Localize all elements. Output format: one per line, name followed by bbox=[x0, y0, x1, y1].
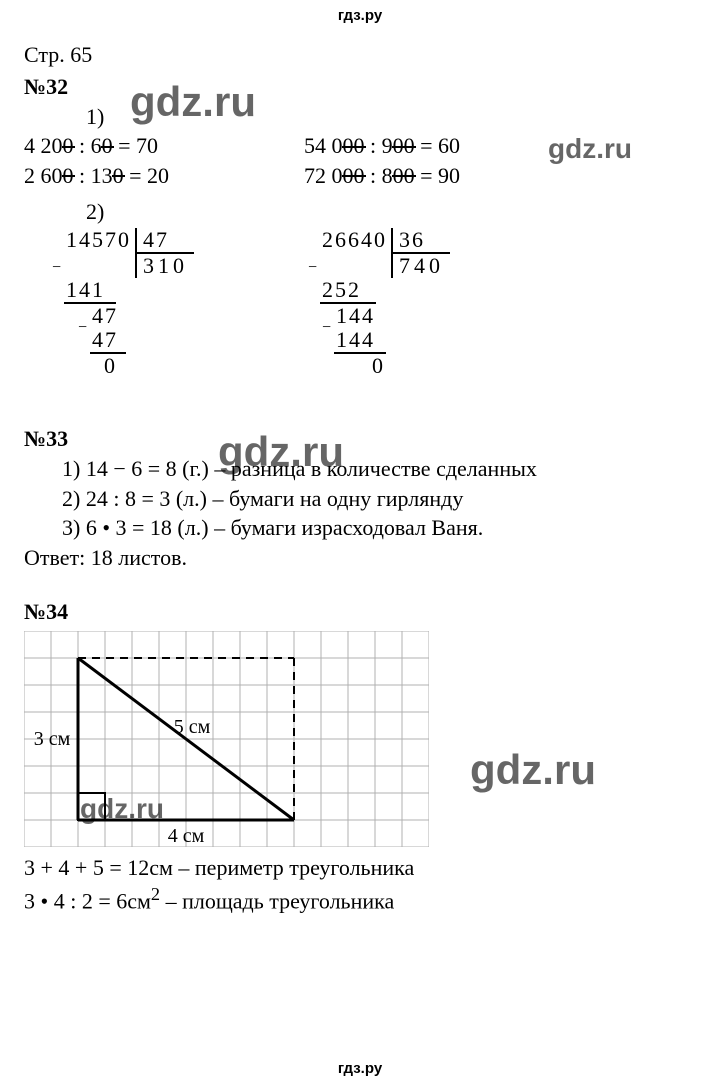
eq-op: : 6 bbox=[74, 133, 102, 158]
minus-icon: − bbox=[308, 256, 317, 280]
ex34-line: 3 + 4 + 5 = 12см – периметр треугольника bbox=[24, 853, 696, 883]
eq-a: 72 0 bbox=[304, 163, 343, 188]
ld-work: 252 bbox=[322, 278, 361, 302]
ex34-text: – площадь треугольника bbox=[160, 889, 394, 914]
grid-svg: 3 см 4 см 5 см bbox=[24, 631, 429, 847]
exercise-32-part2: 14570 47 310 − 141 47 − 47 0 bbox=[24, 228, 696, 398]
exercise-32: №32 1) 4 200 : 60 = 70 2 600 : 130 = 20 … bbox=[24, 72, 696, 398]
ld-work: 144 bbox=[336, 328, 375, 352]
site-header: гдз.ру bbox=[0, 0, 720, 26]
exercise-34-head: №34 bbox=[24, 597, 696, 627]
ex34-line: 3 • 4 : 2 = 6см2 – площадь треугольника bbox=[24, 882, 696, 916]
eq-a: 4 20 bbox=[24, 133, 63, 158]
exercise-32-sub1: 1) bbox=[24, 102, 696, 132]
exercise-32-part1: 4 200 : 60 = 70 2 600 : 130 = 20 54 000 … bbox=[24, 131, 696, 190]
page-content: Стр. 65 №32 1) 4 200 : 60 = 70 2 600 : 1… bbox=[0, 26, 720, 924]
struck-digit: 00 bbox=[343, 131, 365, 161]
eq-a: 2 60 bbox=[24, 163, 63, 188]
ld-quotient: 310 bbox=[137, 254, 194, 278]
struck-digit: 00 bbox=[343, 161, 365, 191]
eq-res: = 70 bbox=[113, 133, 158, 158]
page-ref: Стр. 65 bbox=[24, 40, 696, 70]
eq-row: 54 000 : 900 = 60 bbox=[304, 131, 460, 161]
struck-digit: 0 bbox=[102, 131, 113, 161]
struck-digit: 0 bbox=[63, 161, 74, 191]
ex33-answer: Ответ: 18 листов. bbox=[24, 543, 696, 573]
long-division-1: 14570 47 310 − 141 47 − 47 0 bbox=[56, 228, 216, 398]
minus-icon: − bbox=[52, 256, 61, 280]
site-footer: гдз.ру bbox=[0, 1059, 720, 1079]
exercise-32-head: №32 bbox=[24, 72, 696, 102]
svg-text:4 см: 4 см bbox=[168, 825, 205, 847]
struck-digit: 0 bbox=[113, 161, 124, 191]
eq-a: 54 0 bbox=[304, 133, 343, 158]
eq-op: : 9 bbox=[365, 133, 393, 158]
ld-dividend: 26640 bbox=[322, 228, 391, 278]
exercise-33: №33 1) 14 − 6 = 8 (г.) – разница в колич… bbox=[24, 424, 696, 572]
struck-digit: 00 bbox=[393, 161, 415, 191]
struck-digit: 00 bbox=[393, 131, 415, 161]
eq-res: = 20 bbox=[124, 163, 169, 188]
ld-quotient: 740 bbox=[393, 254, 450, 278]
ld-divisor: 47 bbox=[137, 228, 194, 254]
exercise-33-head: №33 bbox=[24, 424, 696, 454]
ld-divisor: 36 bbox=[393, 228, 450, 254]
eq-res: = 60 bbox=[415, 133, 460, 158]
triangle-diagram: 3 см 4 см 5 см bbox=[24, 631, 696, 847]
ex33-line: 1) 14 − 6 = 8 (г.) – разница в количеств… bbox=[24, 454, 696, 484]
ld-work: 141 bbox=[66, 278, 105, 302]
minus-icon: − bbox=[322, 316, 331, 340]
eq-row: 72 000 : 800 = 90 bbox=[304, 161, 460, 191]
struck-digit: 0 bbox=[63, 131, 74, 161]
minus-icon: − bbox=[78, 316, 87, 340]
ld-work: 0 bbox=[372, 354, 385, 378]
eq-op: : 8 bbox=[365, 163, 393, 188]
exercise-32-sub2: 2) bbox=[24, 197, 696, 227]
superscript: 2 bbox=[151, 884, 160, 904]
eq-op: : 13 bbox=[74, 163, 113, 188]
ex33-line: 2) 24 : 8 = 3 (л.) – бумаги на одну гирл… bbox=[24, 484, 696, 514]
ld-work: 144 bbox=[336, 304, 375, 328]
ex34-text: 3 • 4 : 2 = 6см bbox=[24, 889, 151, 914]
ld-work: 47 bbox=[92, 328, 118, 352]
eq-row: 4 200 : 60 = 70 bbox=[24, 131, 304, 161]
ld-dividend: 14570 bbox=[66, 228, 135, 278]
ld-work: 0 bbox=[104, 354, 117, 378]
long-division-2: 26640 36 740 − 252 144 − 144 0 bbox=[312, 228, 482, 398]
ld-work: 47 bbox=[92, 304, 118, 328]
eq-res: = 90 bbox=[415, 163, 460, 188]
svg-text:5 см: 5 см bbox=[174, 716, 211, 738]
exercise-34: №34 3 см 4 см 5 см 3 + 4 + 5 = 12см – пери… bbox=[24, 597, 696, 916]
eq-row: 2 600 : 130 = 20 bbox=[24, 161, 304, 191]
svg-text:3 см: 3 см bbox=[34, 728, 71, 750]
ex33-line: 3) 6 • 3 = 18 (л.) – бумаги израсходовал… bbox=[24, 513, 696, 543]
